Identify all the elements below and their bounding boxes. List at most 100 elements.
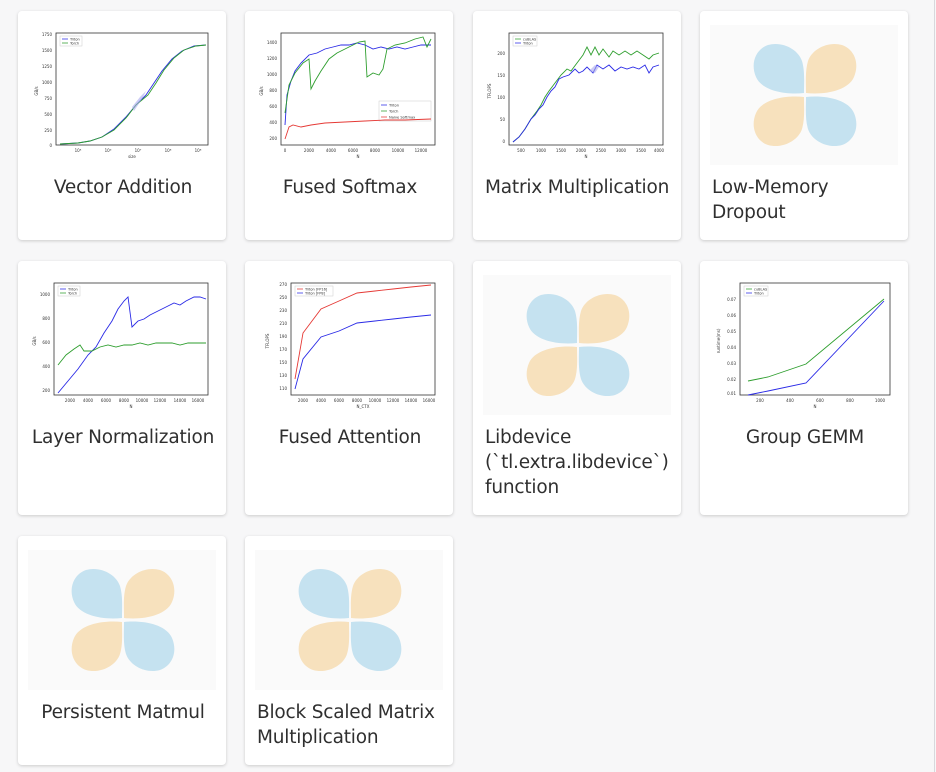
gallery-card-layer-normalization[interactable]: 1000 800 600 400 200 2000 4000 6000 8000… [18, 261, 226, 515]
tick-label: 50 [500, 117, 506, 122]
gallery-card-block-scaled-matrix-multiplication[interactable]: Block Scaled Matrix Multiplication [245, 536, 453, 765]
tick-label: 200 [497, 51, 505, 56]
series-triton-fp16-line [294, 284, 432, 380]
tick-label: 0.01 [727, 391, 736, 396]
layer-normalization-chart-thumbnail: 1000 800 600 400 200 2000 4000 6000 8000… [28, 275, 216, 415]
gallery-card-low-memory-dropout[interactable]: Low-Memory Dropout [700, 11, 908, 240]
tick-label: 150 [497, 73, 505, 78]
tick-label: 14000 [174, 398, 187, 403]
x-axis-label: N [130, 404, 133, 409]
tick-label: 230 [279, 308, 287, 313]
tick-label: 400 [786, 398, 794, 403]
series-triton-fp8-line [294, 314, 432, 390]
tick-label: 2000 [304, 148, 315, 153]
legend-label: cuBLAS [754, 288, 768, 292]
y-axis-label: TFLOPS [265, 333, 270, 349]
legend-label: Naive Softmax [389, 116, 416, 120]
series-torch-line [284, 36, 432, 114]
placeholder-logo-icon [710, 25, 898, 165]
tick-label: 1000 [42, 80, 53, 85]
tick-label: 0 [502, 139, 505, 144]
legend-label: Triton [388, 104, 399, 108]
tick-label: 800 [846, 398, 854, 403]
tick-label: 10000 [136, 398, 149, 403]
tick-label: 600 [42, 340, 50, 345]
group-gemm-chart-thumbnail: 0.07 0.06 0.05 0.04 0.03 0.02 0.01 200 4… [710, 275, 898, 415]
tick-label: 1200 [267, 56, 278, 61]
placeholder-logo-icon [255, 550, 443, 690]
tick-label: 110 [279, 386, 287, 391]
series-torch-line [57, 342, 206, 366]
legend-label: Triton [522, 42, 533, 46]
gallery-card-fused-softmax[interactable]: 1400 1200 1000 800 600 400 200 0 2000 40… [245, 11, 453, 240]
x-axis-label: N [814, 404, 817, 409]
tick-label: 130 [279, 373, 287, 378]
tick-label: 0 [284, 148, 287, 153]
series-triton-line [512, 64, 660, 143]
x-axis-label: N [585, 154, 588, 159]
tick-label: 1750 [42, 32, 53, 37]
tick-label: 2500 [596, 148, 607, 153]
tick-label: 400 [42, 364, 50, 369]
tick-label: 16000 [423, 398, 436, 403]
vector-addition-chart-thumbnail: 1750 1500 1250 1000 750 500 250 0 10⁵ 10… [28, 25, 216, 165]
confidence-band [132, 91, 146, 111]
gallery-card-group-gemm[interactable]: 0.07 0.06 0.05 0.04 0.03 0.02 0.01 200 4… [700, 261, 908, 515]
gallery-card-persistent-matmul[interactable]: Persistent Matmul [18, 536, 226, 765]
y-axis-label: GB/s [34, 86, 39, 95]
tick-label: 150 [279, 360, 287, 365]
confidence-band [589, 65, 599, 73]
gallery-card-matrix-multiplication[interactable]: 200 150 100 50 0 500 1000 1500 2000 2500… [473, 11, 681, 240]
tick-label: 1000 [40, 292, 51, 297]
tick-label: 16000 [192, 398, 205, 403]
legend-label: Torch [69, 42, 79, 46]
legend-label: Torch [67, 292, 77, 296]
tick-label: 170 [279, 347, 287, 352]
gallery-card-libdevice-function[interactable]: Libdevice (`tl.extra.libdevice`) functio… [473, 261, 681, 515]
tick-label: 800 [269, 88, 277, 93]
tick-label: 200 [756, 398, 764, 403]
tick-label: 14000 [405, 398, 418, 403]
legend-label: Triton [753, 292, 764, 296]
card-title: Fused Softmax [282, 177, 418, 198]
tick-label: 190 [279, 334, 287, 339]
tick-label: 1250 [42, 64, 53, 69]
tick-label: 1000 [267, 72, 278, 77]
tick-label: 1000 [875, 398, 886, 403]
placeholder-logo-icon [28, 550, 216, 690]
tick-label: 8000 [370, 148, 381, 153]
tick-label: 270 [279, 282, 287, 287]
series-triton-line [284, 42, 431, 126]
tick-label: 4000 [83, 398, 94, 403]
tick-label: 210 [279, 321, 287, 326]
gallery-card-fused-attention[interactable]: 270 250 230 210 190 170 150 130 110 2000… [245, 261, 453, 515]
tick-label: 12000 [415, 148, 428, 153]
legend-label: cuBLAS [523, 38, 537, 42]
series-triton-line [747, 300, 885, 396]
tick-label: 250 [279, 295, 287, 300]
card-title: Layer Normalization [31, 427, 215, 448]
series-cublas-line [747, 298, 885, 382]
scrollbar-edge [934, 0, 935, 772]
card-title: Vector Addition [53, 177, 193, 198]
tick-label: 0.07 [727, 297, 736, 302]
tick-label: 0.05 [727, 329, 736, 334]
tick-label: 1400 [267, 40, 278, 45]
series-naive-softmax-line [284, 118, 432, 140]
tick-label: 3500 [636, 148, 647, 153]
y-axis-label: GB/s [32, 336, 37, 345]
matrix-multiplication-chart-thumbnail: 200 150 100 50 0 500 1000 1500 2000 2500… [483, 25, 671, 165]
card-title: Matrix Multiplication [485, 177, 670, 198]
tick-label: 6000 [334, 398, 345, 403]
tick-label: 500 [44, 112, 52, 117]
tick-label: 400 [269, 120, 277, 125]
placeholder-logo-icon [483, 275, 671, 415]
tick-label: 200 [42, 388, 50, 393]
legend-label: Triton [FP16] [304, 288, 328, 292]
card-title: Persistent Matmul [41, 702, 205, 723]
tick-label: 10⁷ [135, 148, 142, 153]
y-axis-label: GB/s [259, 86, 264, 95]
gallery-card-vector-addition[interactable]: 1750 1500 1250 1000 750 500 250 0 10⁵ 10… [18, 11, 226, 240]
legend-label: Triton [67, 288, 78, 292]
y-axis-label: TFLOPS [487, 83, 492, 99]
